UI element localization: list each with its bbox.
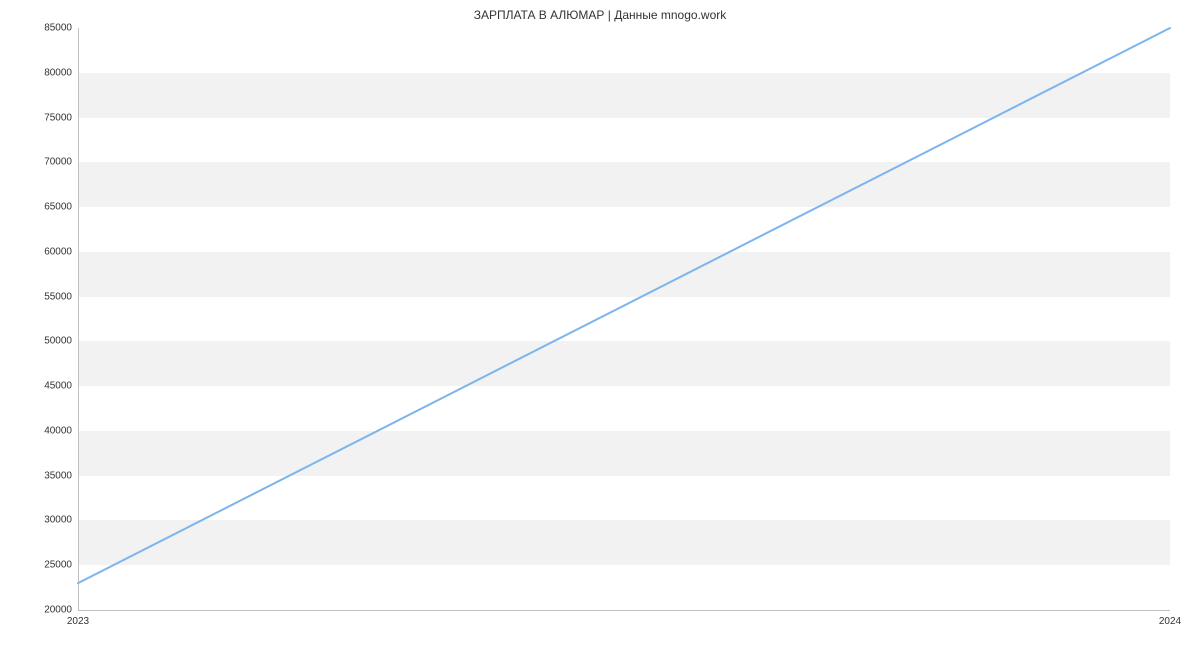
- y-tick-label: 75000: [44, 112, 78, 123]
- y-tick-label: 60000: [44, 246, 78, 257]
- line-layer: [78, 28, 1170, 610]
- y-tick-label: 35000: [44, 470, 78, 481]
- x-axis-line: [78, 610, 1170, 611]
- y-tick-label: 85000: [44, 23, 78, 34]
- y-tick-label: 55000: [44, 291, 78, 302]
- y-tick-label: 30000: [44, 515, 78, 526]
- y-tick-label: 40000: [44, 425, 78, 436]
- chart-title: ЗАРПЛАТА В АЛЮМАР | Данные mnogo.work: [0, 8, 1200, 22]
- y-tick-label: 25000: [44, 560, 78, 571]
- y-tick-label: 70000: [44, 157, 78, 168]
- y-tick-label: 45000: [44, 381, 78, 392]
- plot-area: 2000025000300003500040000450005000055000…: [78, 28, 1170, 610]
- y-tick-label: 80000: [44, 67, 78, 78]
- y-tick-label: 65000: [44, 202, 78, 213]
- series-line: [78, 28, 1170, 583]
- x-tick-label: 2023: [67, 610, 89, 627]
- y-tick-label: 50000: [44, 336, 78, 347]
- x-tick-label: 2024: [1159, 610, 1181, 627]
